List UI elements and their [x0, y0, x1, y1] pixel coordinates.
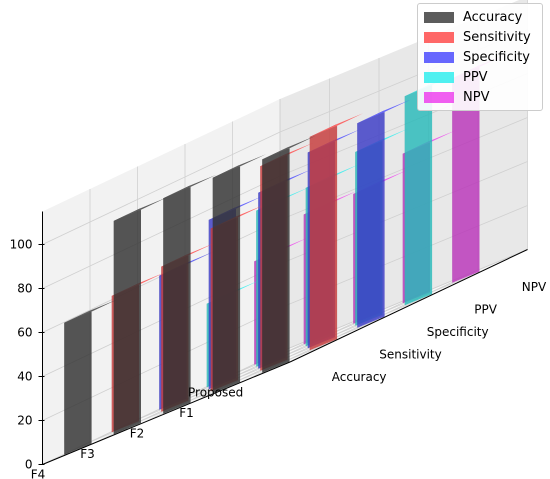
z-tick-label-4: 80: [17, 282, 32, 296]
x-tick-label-3: F3: [80, 447, 95, 461]
bar-accuracy-proposed: [262, 135, 316, 373]
legend-item-ppv: PPV: [424, 68, 488, 86]
legend-item-specificity: Specificity: [424, 48, 530, 66]
x-tick-label-1: F1: [179, 406, 194, 420]
legend-item-sensitivity: Sensitivity: [424, 28, 531, 46]
y-tick-label-0: Accuracy: [332, 370, 387, 384]
legend-label-accuracy: Accuracy: [463, 9, 523, 25]
z-tick-label-5: 100: [10, 238, 33, 252]
x-axis-line: [42, 361, 291, 465]
bar-accuracy-f1: [212, 154, 267, 394]
z-tick-label-0: 0: [25, 458, 33, 472]
y-axis-line: [289, 249, 528, 363]
bar-accuracy-f3: [113, 197, 168, 435]
legend-label-specificity: Specificity: [463, 49, 530, 65]
legend-label-npv: NPV: [463, 89, 490, 105]
legend-swatch-sensitivity: [424, 31, 454, 43]
legend-item-npv: NPV: [424, 88, 489, 106]
z-tick-label-2: 40: [17, 370, 32, 384]
legend: Accuracy Sensitivity Specificity PPV NPV: [417, 3, 543, 111]
x-tick-label-2: F2: [130, 426, 145, 440]
axes: 0 20 40 60 80 100 Proposed F1 F2 F3 F4 Accuracy Sens…: [10, 211, 547, 479]
legend-label-ppv: PPV: [463, 69, 488, 85]
y-tick-label-2: Specificity: [427, 325, 489, 339]
bars: [64, 54, 506, 455]
bar-specificity-proposed: [357, 99, 411, 328]
z-tick-label-3: 60: [17, 326, 32, 340]
legend-item-accuracy: Accuracy: [424, 8, 522, 26]
legend-swatch-ppv: [424, 71, 454, 83]
y-tick-label-4: NPV: [522, 280, 547, 294]
x-tick-label-0: Proposed: [188, 385, 243, 399]
legend-swatch-specificity: [424, 51, 454, 63]
legend-swatch-accuracy: [424, 11, 454, 23]
legend-swatch-npv: [424, 91, 454, 103]
legend-label-sensitivity: Sensitivity: [463, 29, 531, 45]
z-tick-label-1: 20: [17, 414, 32, 428]
bar-sensitivity-proposed: [309, 113, 364, 351]
y-tick-label-3: PPV: [474, 302, 497, 316]
y-tick-label-1: Sensitivity: [379, 347, 441, 361]
x-tick-label-4: F4: [31, 467, 46, 479]
bar-accuracy-f2: [163, 174, 217, 414]
bar-accuracy-f4: [64, 299, 118, 455]
